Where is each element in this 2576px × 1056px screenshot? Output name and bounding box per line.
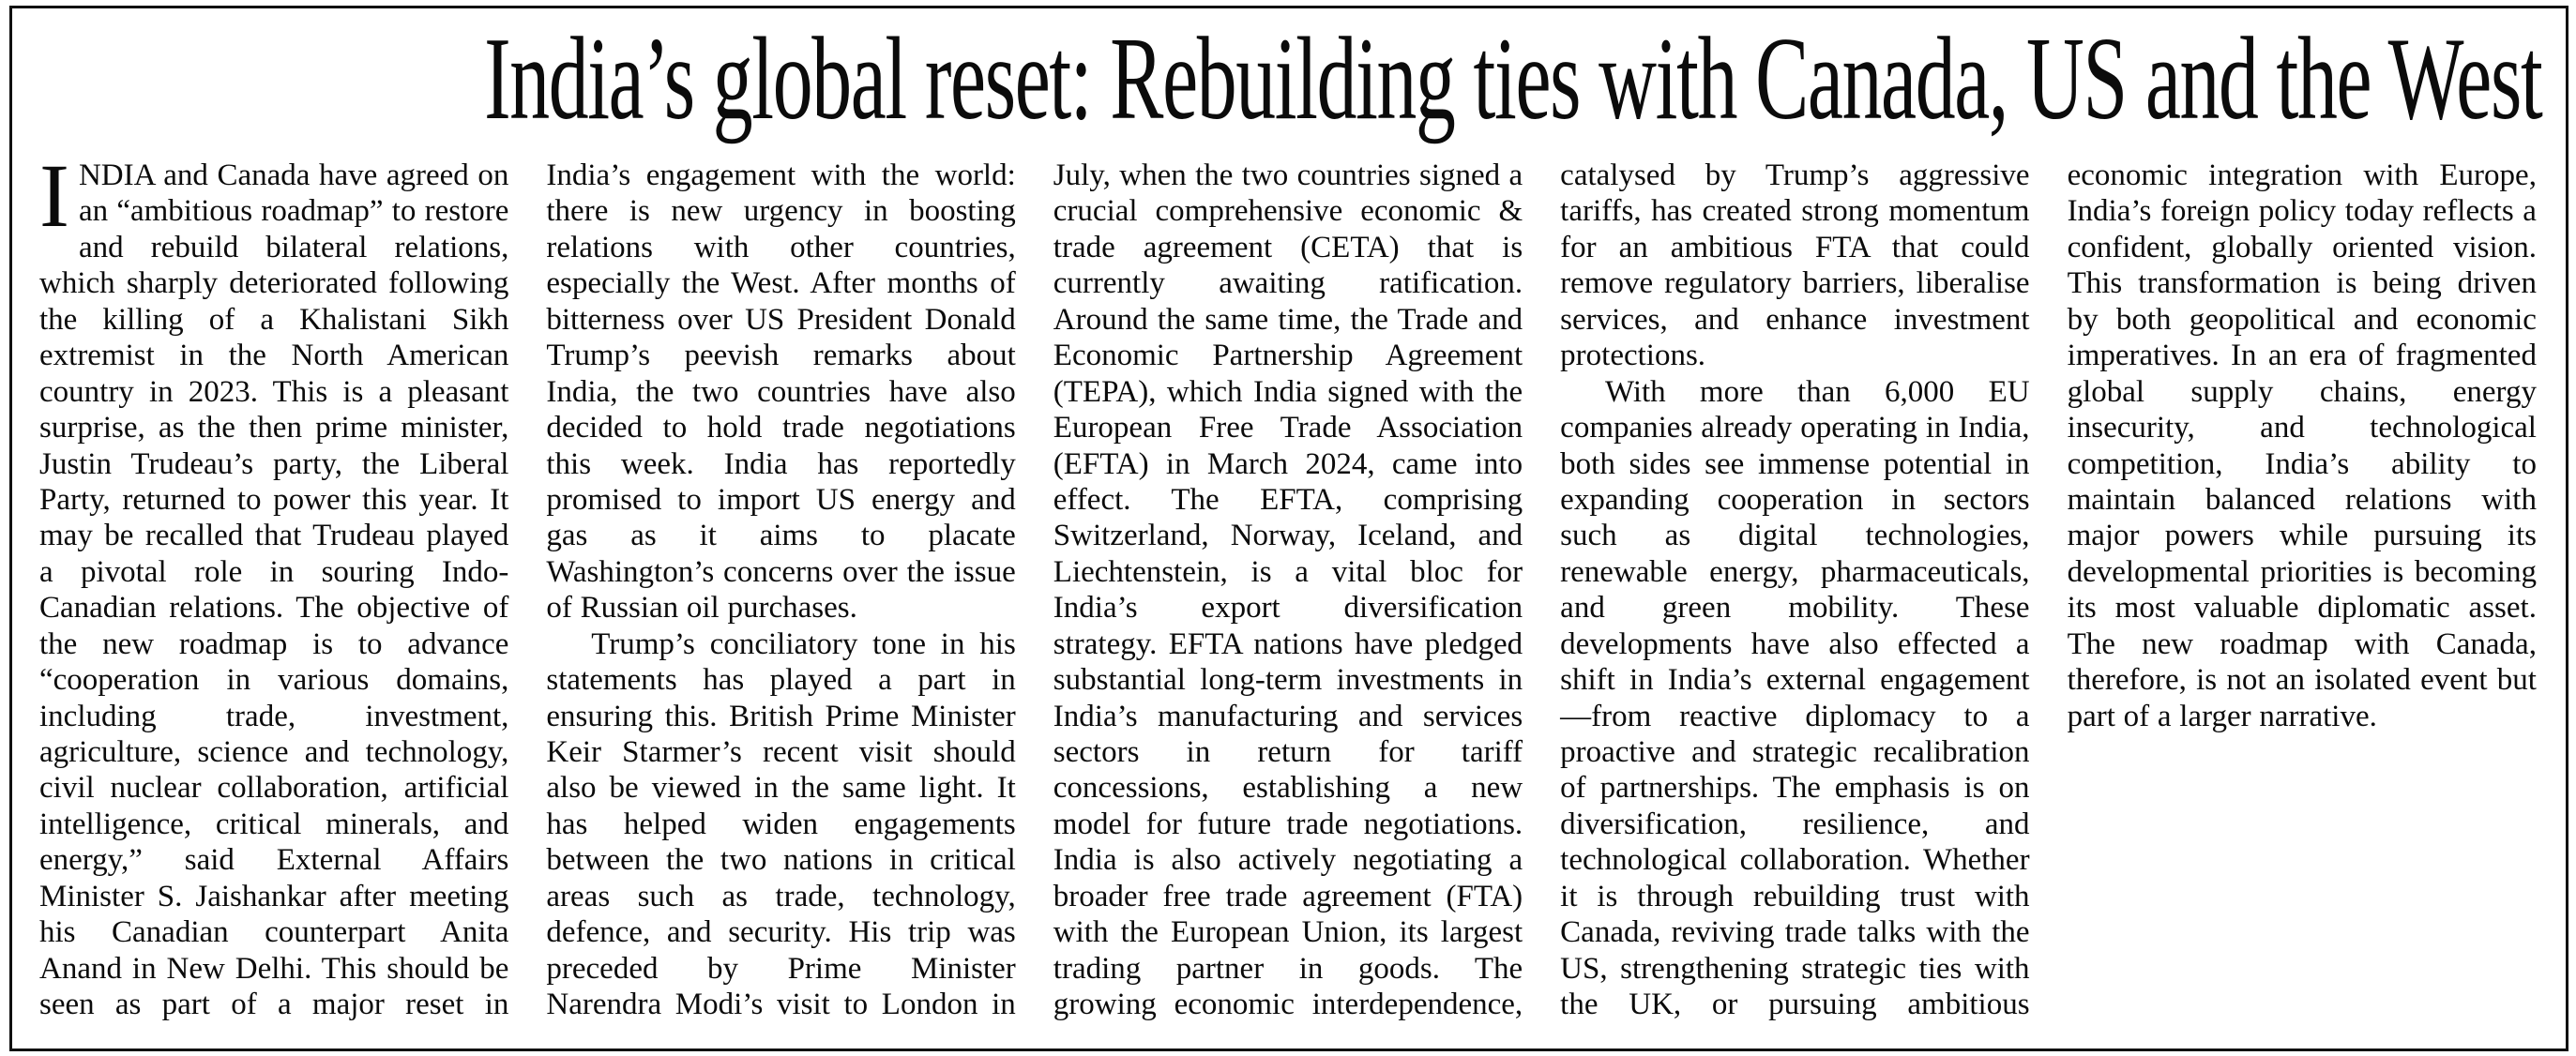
- paragraph-1-text: NDIA and Canada have agreed on an “ambit…: [39, 158, 1016, 1022]
- paragraph-1: I NDIA and Canada have agreed on an “ambi…: [39, 145, 1016, 1033]
- headline-area: India’s global reset: Rebuilding ties wi…: [0, 21, 2576, 152]
- paragraph-2: Trump’s conciliatory tone in his stateme…: [546, 158, 2030, 1022]
- article-headline: India’s global reset: Rebuilding ties wi…: [484, 14, 2543, 144]
- paragraph-3: With more than 6,000 EU companies alread…: [1560, 158, 2537, 1022]
- article-body: I NDIA and Canada have agreed on an “ambi…: [39, 145, 2537, 1033]
- drop-cap: I: [39, 145, 69, 246]
